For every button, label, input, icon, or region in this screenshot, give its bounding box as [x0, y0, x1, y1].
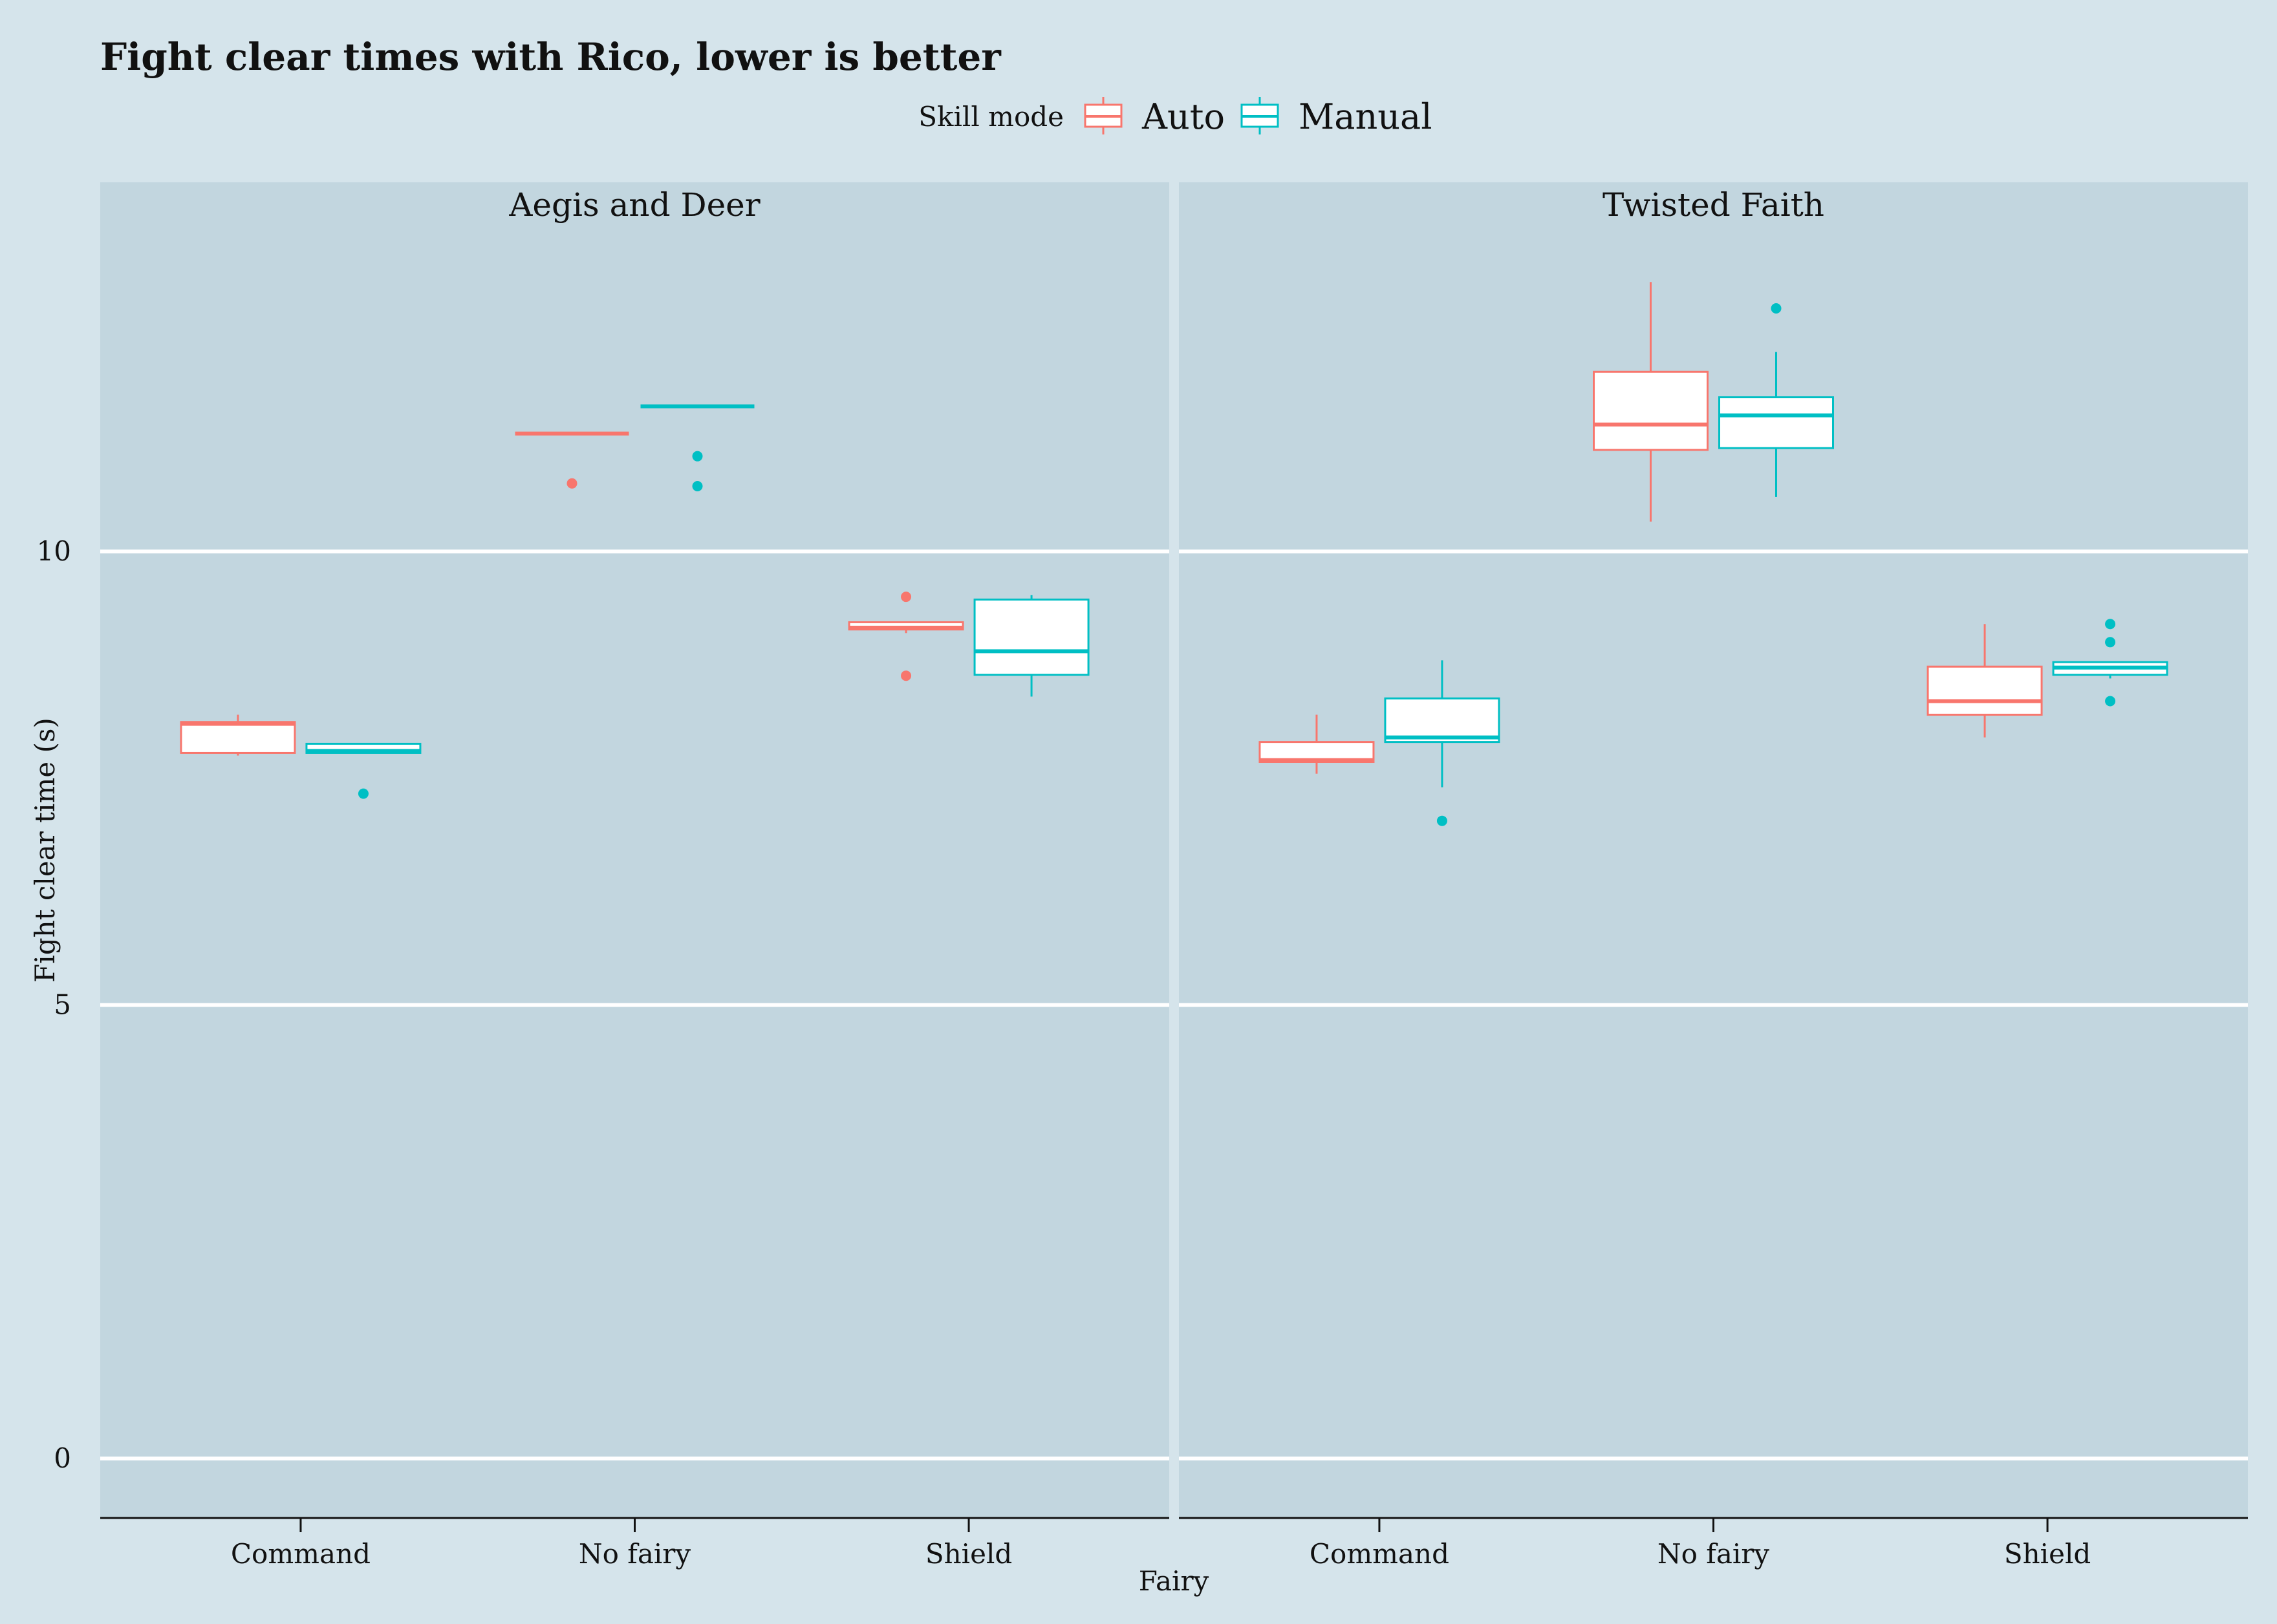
facet-strip-label: Aegis and Deer: [508, 186, 760, 224]
outlier-point: [692, 451, 703, 462]
box-no-fairy-manual: [640, 404, 755, 491]
box-no-fairy-manual: [1718, 303, 1834, 497]
facet-strip-label: Twisted Faith: [1603, 186, 1824, 224]
legend-label-auto: Auto: [1141, 96, 1225, 137]
legend: Skill mode Auto Manual: [918, 96, 1432, 137]
box-body: [1718, 396, 1834, 449]
outlier-point: [901, 592, 912, 603]
x-tick-label-no-fairy: No fairy: [1657, 1538, 1769, 1570]
legend-item-auto: Auto: [1084, 96, 1225, 137]
panel-background: [1179, 182, 2248, 1518]
outlier-point: [2105, 637, 2116, 648]
box-body: [1384, 697, 1500, 743]
outlier-point: [692, 480, 703, 491]
box-command-manual: [305, 742, 422, 799]
outlier-point: [1436, 815, 1447, 826]
y-axis-label: Fight clear time (s): [29, 718, 61, 983]
box-command-auto: [180, 714, 296, 756]
facet-panel-twisted-faith: Twisted Faith Command No fairy Shield: [1179, 182, 2248, 1570]
outlier-point: [2105, 619, 2116, 630]
box-body: [180, 721, 296, 754]
outlier-point: [358, 788, 369, 799]
panel-background: [100, 182, 1169, 1518]
y-tick-label-0: 0: [54, 1442, 71, 1474]
legend-item-manual: Manual: [1240, 96, 1432, 137]
chart-title: Fight clear times with Rico, lower is be…: [100, 35, 1002, 79]
box-shield-auto: [848, 592, 964, 681]
x-tick-label-shield: Shield: [2004, 1538, 2091, 1570]
box-command-auto: [1258, 714, 1375, 774]
box-body: [1926, 665, 2043, 716]
outlier-point: [901, 670, 912, 681]
box-shield-manual: [2052, 619, 2168, 707]
facet-panel-aegis-and-deer: Aegis and Deer Command No fairy Shield 0 5 10: [37, 182, 1169, 1570]
outlier-point: [567, 478, 577, 489]
y-tick-label-5: 5: [54, 989, 71, 1021]
box-body: [973, 598, 1090, 676]
outlier-point: [2105, 696, 2116, 707]
box-shield-auto: [1926, 624, 2043, 738]
x-tick-label-command: Command: [231, 1538, 371, 1570]
legend-title: Skill mode: [918, 101, 1064, 133]
x-axis-label: Fairy: [1139, 1565, 1209, 1597]
box-shield-manual: [973, 595, 1090, 697]
box-body: [1593, 370, 1709, 451]
box-command-manual: [1384, 660, 1500, 826]
outlier-point: [1771, 303, 1782, 314]
box-no-fairy-auto: [515, 431, 629, 489]
box-no-fairy-auto: [1593, 282, 1709, 522]
x-tick-label-no-fairy: No fairy: [579, 1538, 691, 1570]
legend-label-manual: Manual: [1299, 96, 1432, 137]
x-tick-label-command: Command: [1310, 1538, 1449, 1570]
y-tick-label-10: 10: [37, 535, 71, 567]
x-tick-label-shield: Shield: [925, 1538, 1012, 1570]
